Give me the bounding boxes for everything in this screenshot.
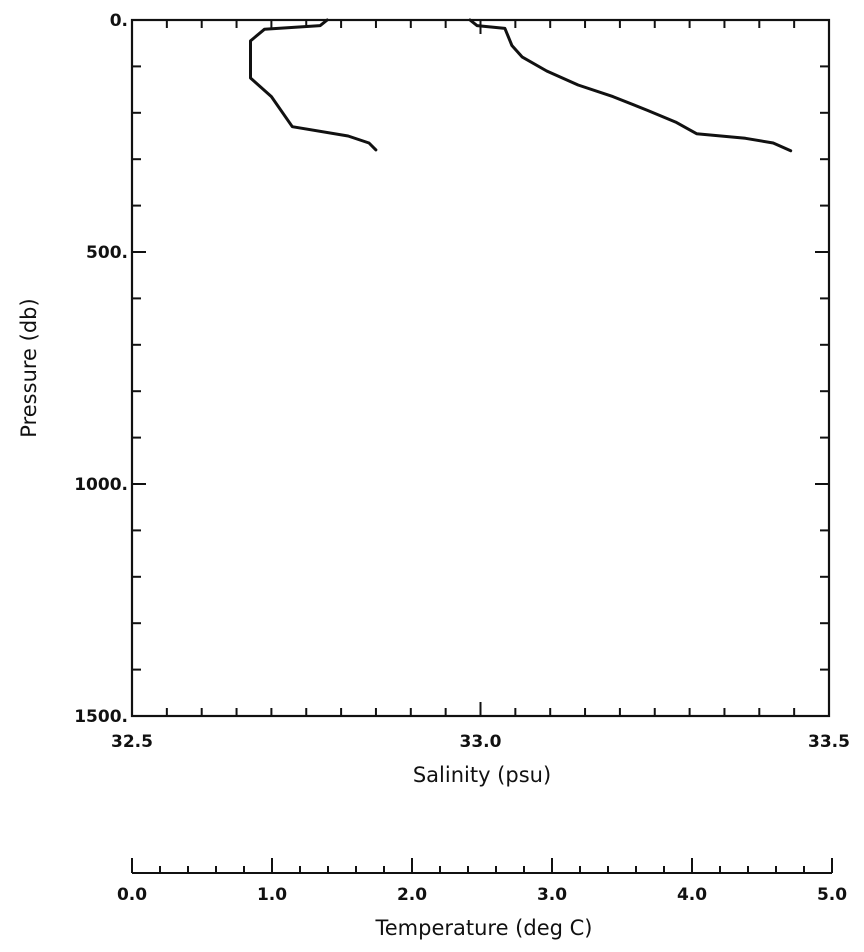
x-tick-label: 33.0 <box>460 732 502 752</box>
temperature-profile-line <box>249 18 378 152</box>
y-axis-title: Pressure (db) <box>17 298 41 437</box>
x-tick-label: 32.5 <box>111 732 153 752</box>
x2-axis-title: Temperature (deg C) <box>374 916 592 940</box>
temperature-tick-label: 3.0 <box>537 885 567 905</box>
y-axis-ticks: 0. 500. 1000. 1500. <box>74 11 829 727</box>
x-axis-ticks: 32.5 33.0 33.5 <box>111 20 850 752</box>
temperature-tick-label: 5.0 <box>817 885 847 905</box>
y-tick-label: 1500. <box>74 707 128 727</box>
x-tick-label: 33.5 <box>808 732 850 752</box>
temperature-tick-label: 0.0 <box>117 885 147 905</box>
y-tick-label: 0. <box>110 11 128 31</box>
temperature-tick-label: 2.0 <box>397 885 427 905</box>
y-tick-label: 1000. <box>74 475 128 495</box>
plot-frame <box>130 18 831 718</box>
temperature-axis: 0.0 1.0 2.0 3.0 4.0 5.0 <box>117 858 847 905</box>
x-axis-title: Salinity (psu) <box>413 763 551 787</box>
temperature-tick-label: 4.0 <box>677 885 707 905</box>
profile-lines <box>249 18 793 153</box>
y-tick-label: 500. <box>86 243 128 263</box>
temperature-tick-label: 1.0 <box>257 885 287 905</box>
salinity-profile-line <box>468 18 793 153</box>
